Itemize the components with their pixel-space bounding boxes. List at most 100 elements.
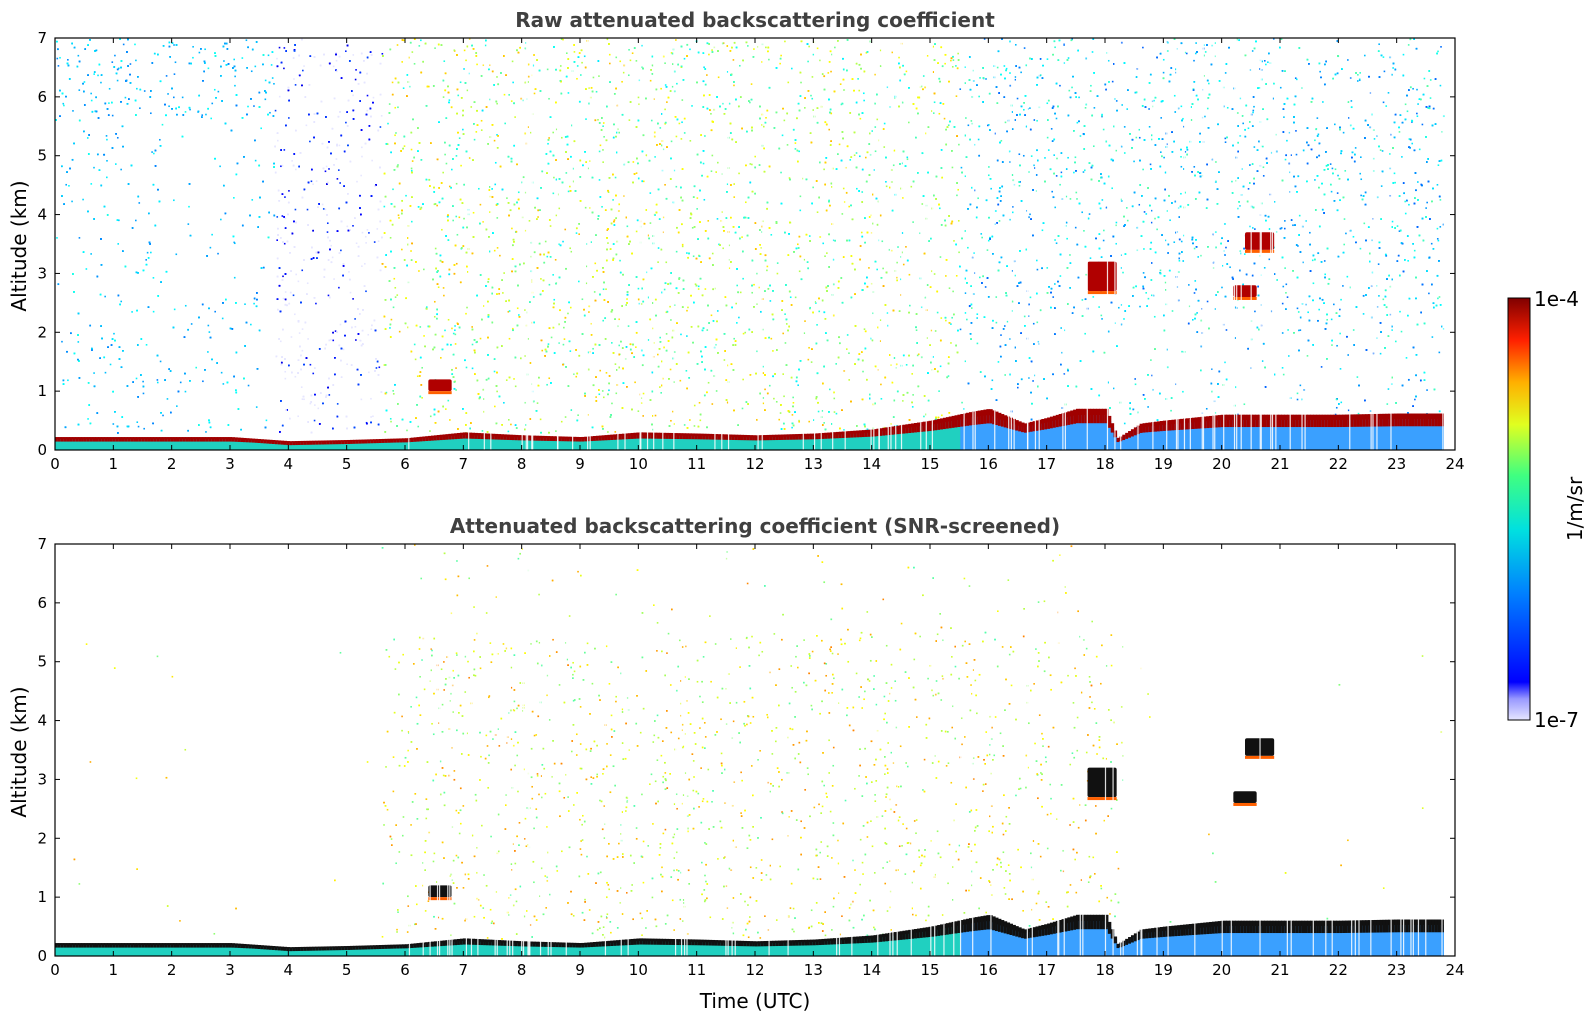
noise-pixel: [995, 321, 998, 324]
noise-pixel: [670, 140, 673, 143]
noise-pixel: [622, 71, 625, 74]
noise-pixel: [480, 119, 483, 122]
noise-pixel: [952, 59, 955, 61]
noise-pixel: [303, 398, 305, 401]
noise-pixel: [71, 200, 73, 203]
noise-pixel: [911, 373, 914, 375]
noise-pixel: [507, 419, 510, 421]
noise-pixel: [1439, 84, 1442, 87]
noise-pixel: [986, 249, 989, 251]
noise-pixel: [711, 154, 714, 157]
noise-pixel: [473, 138, 476, 141]
noise-pixel: [524, 355, 527, 357]
noise-pixel: [1111, 187, 1114, 190]
noise-pixel: [159, 360, 162, 363]
noise-pixel: [965, 117, 967, 119]
noise-pixel: [429, 430, 431, 432]
noise-pixel: [271, 77, 274, 79]
noise-pixel: [950, 342, 952, 344]
noise-pixel: [1206, 300, 1209, 303]
noise-pixel: [361, 146, 363, 149]
noise-pixel: [832, 239, 835, 242]
noise-pixel: [292, 294, 295, 297]
noise-pixel: [1016, 386, 1019, 389]
noise-pixel: [550, 336, 553, 339]
noise-pixel: [361, 155, 363, 158]
noise-pixel: [1020, 71, 1022, 74]
noise-pixel: [686, 335, 688, 337]
noise-pixel: [322, 208, 325, 210]
noise-pixel: [335, 59, 338, 62]
noise-pixel: [1012, 206, 1014, 208]
noise-pixel: [907, 121, 910, 124]
noise-pixel: [1084, 332, 1086, 335]
noise-pixel: [569, 247, 572, 250]
noise-pixel: [1398, 230, 1401, 232]
noise-pixel: [909, 304, 911, 307]
noise-pixel: [72, 110, 74, 112]
noise-pixel: [553, 176, 555, 179]
noise-pixel: [1029, 57, 1031, 60]
noise-pixel: [917, 353, 920, 356]
noise-pixel: [831, 53, 833, 56]
noise-pixel: [1357, 412, 1360, 415]
noise-pixel: [1173, 241, 1176, 244]
noise-pixel: [673, 304, 676, 306]
noise-pixel: [1343, 243, 1346, 246]
noise-pixel: [108, 87, 111, 90]
noise-pixel: [601, 390, 604, 392]
noise-pixel: [1180, 105, 1183, 108]
noise-pixel: [970, 120, 973, 122]
noise-pixel: [1180, 155, 1182, 158]
noise-pixel: [1139, 305, 1141, 308]
noise-pixel: [1437, 297, 1439, 300]
noise-pixel: [784, 40, 786, 43]
noise-pixel: [78, 89, 81, 91]
noise-pixel: [562, 343, 565, 346]
noise-pixel: [619, 259, 621, 262]
noise-pixel: [233, 197, 235, 199]
noise-pixel: [905, 246, 907, 248]
noise-pixel: [401, 61, 403, 63]
noise-pixel: [392, 188, 394, 191]
noise-pixel: [398, 217, 400, 219]
noise-pixel: [466, 306, 468, 309]
noise-pixel: [773, 397, 775, 400]
noise-pixel: [841, 213, 844, 215]
noise-pixel: [366, 229, 369, 231]
noise-pixel: [792, 396, 794, 399]
noise-pixel: [629, 59, 632, 62]
noise-pixel: [921, 203, 924, 205]
noise-pixel: [345, 121, 347, 124]
noise-pixel: [564, 416, 567, 418]
noise-pixel: [395, 132, 397, 134]
noise-pixel: [938, 112, 941, 115]
noise-pixel: [56, 237, 58, 239]
noise-pixel: [254, 159, 257, 162]
noise-pixel: [960, 166, 963, 169]
noise-pixel: [1359, 247, 1362, 250]
noise-pixel: [1203, 75, 1205, 77]
noise-pixel: [510, 100, 513, 102]
noise-pixel: [874, 73, 876, 76]
noise-pixel: [364, 262, 366, 265]
noise-pixel: [1123, 318, 1125, 320]
noise-pixel: [1194, 52, 1197, 55]
noise-pixel: [947, 124, 950, 127]
panel1-heatmap: [55, 38, 1445, 450]
noise-pixel: [97, 74, 99, 77]
noise-pixel: [270, 64, 273, 66]
noise-pixel: [811, 76, 814, 78]
noise-pixel: [176, 405, 178, 407]
noise-pixel: [120, 300, 123, 303]
noise-pixel: [276, 57, 278, 60]
noise-pixel: [83, 81, 86, 83]
noise-pixel: [498, 292, 500, 295]
noise-pixel: [607, 191, 610, 194]
noise-pixel: [1394, 181, 1396, 184]
noise-pixel: [1023, 315, 1026, 318]
noise-pixel: [846, 334, 849, 336]
noise-pixel: [823, 422, 825, 424]
noise-pixel: [208, 331, 211, 333]
noise-pixel: [780, 171, 782, 174]
